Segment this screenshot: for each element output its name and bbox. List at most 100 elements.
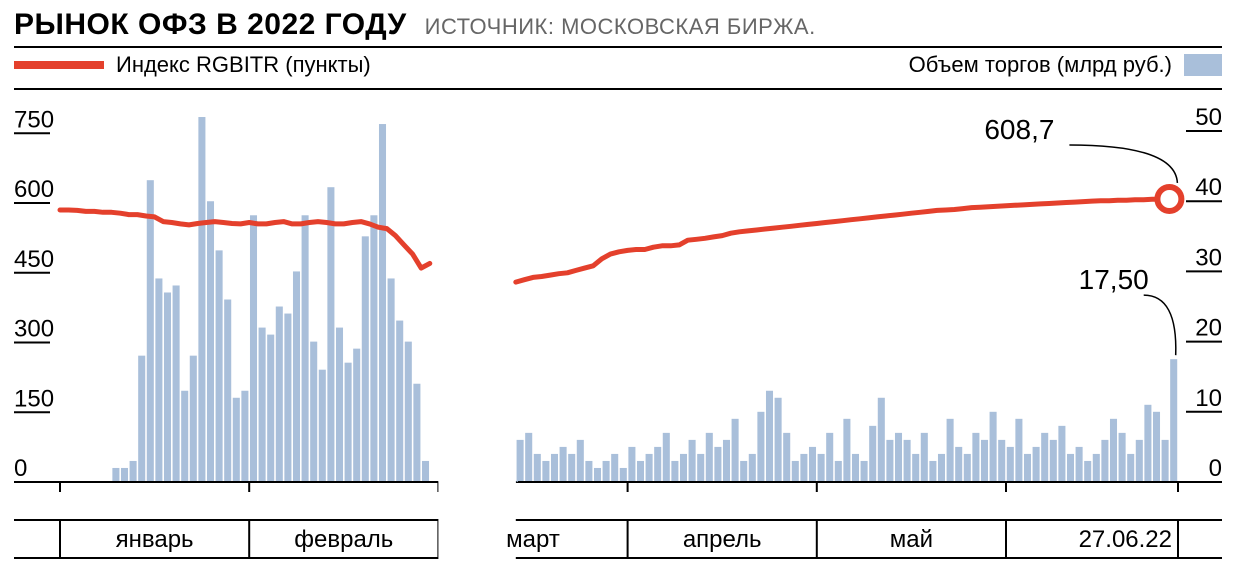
volume-bar	[147, 180, 154, 482]
volume-bar	[654, 447, 661, 482]
index-line	[516, 199, 1170, 282]
volume-bar	[835, 461, 842, 482]
right-tick-label: 10	[1195, 385, 1222, 412]
x-date-label: 27.06.22	[1079, 526, 1172, 553]
volume-bar	[198, 117, 205, 482]
volume-bar	[998, 440, 1005, 482]
volume-bar	[947, 419, 954, 482]
volume-bar	[861, 461, 868, 482]
volume-bar	[1058, 426, 1065, 482]
left-tick-label: 300	[14, 316, 54, 343]
volume-bar	[628, 447, 635, 482]
volume-bar	[138, 356, 145, 482]
volume-bar	[895, 433, 902, 482]
volume-bar	[1093, 454, 1100, 482]
volume-bar	[379, 124, 386, 482]
volume-bar	[990, 412, 997, 482]
volume-bar	[783, 433, 790, 482]
volume-bar	[723, 440, 730, 482]
volume-bar	[689, 440, 696, 482]
volume-bar	[981, 440, 988, 482]
volume-bar	[1033, 447, 1040, 482]
volume-bar	[362, 236, 369, 482]
volume-bar	[775, 398, 782, 482]
plot-area: 015030045060075001020304050608,717,50янв…	[0, 0, 1236, 568]
volume-bar	[542, 461, 549, 482]
volume-bar	[611, 454, 618, 482]
volume-bar	[929, 461, 936, 482]
volume-bar	[241, 391, 248, 482]
x-month-label: январь	[116, 526, 194, 553]
volume-bar	[164, 292, 171, 482]
chart-container: РЫНОК ОФЗ В 2022 ГОДУ ИСТОЧНИК: МОСКОВСК…	[0, 0, 1236, 568]
volume-bar	[620, 468, 627, 482]
volume-bar	[646, 454, 653, 482]
volume-bar	[422, 461, 429, 482]
right-tick-label: 20	[1195, 315, 1222, 342]
volume-bar	[663, 433, 670, 482]
volume-bar	[207, 201, 214, 482]
volume-bar	[155, 278, 162, 482]
volume-bar	[706, 433, 713, 482]
volume-bar	[370, 215, 377, 482]
line-end-marker	[1157, 187, 1181, 211]
volume-bar	[1136, 440, 1143, 482]
x-month-label: апрель	[683, 526, 762, 553]
right-tick-label: 50	[1195, 104, 1222, 131]
volume-bar	[1024, 454, 1031, 482]
volume-bar	[809, 447, 816, 482]
volume-bar	[740, 461, 747, 482]
volume-bar	[345, 363, 352, 482]
volume-bar	[714, 447, 721, 482]
volume-bar	[259, 328, 266, 482]
volume-bar	[577, 440, 584, 482]
volume-bar	[964, 454, 971, 482]
volume-bar	[1007, 447, 1014, 482]
volume-bar	[1119, 433, 1126, 482]
volume-bar	[1162, 440, 1169, 482]
x-month-label: февраль	[294, 526, 393, 553]
volume-bar	[792, 461, 799, 482]
volume-bar	[310, 342, 317, 482]
right-tick-label: 0	[1209, 455, 1222, 482]
left-tick-label: 450	[14, 246, 54, 273]
volume-bar	[551, 454, 558, 482]
volume-bar	[732, 419, 739, 482]
volume-bar	[1110, 419, 1117, 482]
volume-bar	[1144, 405, 1151, 482]
volume-bar	[603, 461, 610, 482]
volume-bar	[224, 300, 231, 482]
volume-bar	[233, 398, 240, 482]
volume-bar	[826, 433, 833, 482]
right-tick-label: 30	[1195, 244, 1222, 271]
volume-bar	[766, 391, 773, 482]
volume-bar	[1084, 461, 1091, 482]
volume-bar	[525, 433, 532, 482]
volume-bar	[1153, 412, 1160, 482]
volume-bar	[852, 454, 859, 482]
volume-bar	[697, 454, 704, 482]
line-end-callout-label: 608,7	[984, 114, 1054, 145]
volume-bar	[181, 391, 188, 482]
volume-bar	[319, 370, 326, 482]
volume-bar	[904, 440, 911, 482]
volume-bar	[886, 440, 893, 482]
volume-bar	[216, 250, 223, 482]
volume-bar	[1041, 433, 1048, 482]
volume-bar	[112, 468, 119, 482]
volume-bar	[878, 398, 885, 482]
volume-bar	[267, 335, 274, 482]
bar-end-leader	[1144, 295, 1176, 355]
volume-bar	[955, 447, 962, 482]
volume-bar	[327, 187, 334, 482]
volume-bar	[353, 349, 360, 482]
left-tick-label: 600	[14, 176, 54, 203]
volume-bar	[594, 468, 601, 482]
left-tick-label: 0	[14, 455, 27, 482]
volume-bar	[938, 454, 945, 482]
bar-end-callout-label: 17,50	[1079, 264, 1149, 295]
volume-bar	[336, 328, 343, 482]
volume-bar	[869, 426, 876, 482]
volume-bar	[190, 356, 197, 482]
x-month-label: март	[506, 526, 560, 553]
